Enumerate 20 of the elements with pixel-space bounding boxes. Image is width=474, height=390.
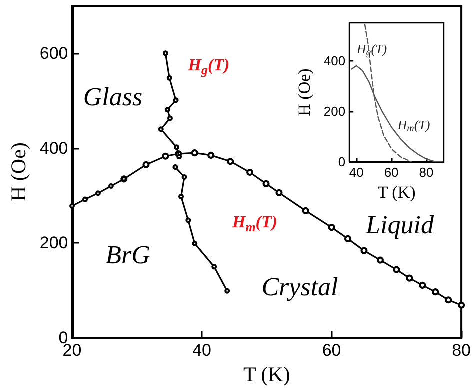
annotation: Liquid xyxy=(365,210,435,240)
x-tick-label: 60 xyxy=(384,165,399,180)
y-tick-label: 0 xyxy=(338,154,346,170)
annotation: Glass xyxy=(83,82,143,112)
y-tick-label: 200 xyxy=(324,104,346,119)
x-axis-title: T (K) xyxy=(378,183,416,202)
x-tick-label: 60 xyxy=(322,341,342,360)
y-tick-label: 400 xyxy=(40,138,68,158)
annotation: BrG xyxy=(106,240,151,270)
x-tick-label: 80 xyxy=(452,341,472,360)
y-tick-label: 400 xyxy=(324,53,346,68)
x-tick-label: 40 xyxy=(349,165,364,180)
y-tick-label: 600 xyxy=(40,44,68,63)
annotation: Crystal xyxy=(262,272,338,302)
y-axis-title: H (Oe) xyxy=(295,68,314,116)
y-axis-title: H (Oe) xyxy=(6,142,30,202)
x-tick-label: 40 xyxy=(192,341,212,360)
y-tick-label: 200 xyxy=(40,234,68,253)
x-tick-label: 80 xyxy=(419,165,434,180)
x-axis-title: T (K) xyxy=(243,362,290,386)
